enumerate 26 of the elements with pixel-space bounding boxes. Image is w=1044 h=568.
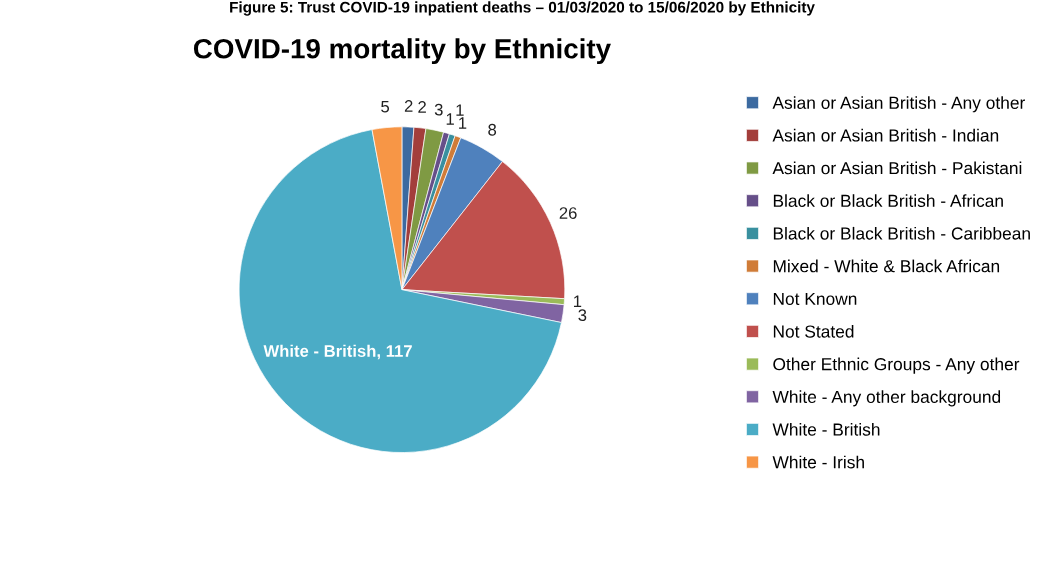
legend-label: White - British bbox=[772, 422, 880, 436]
legend-label: White - Irish bbox=[772, 455, 864, 469]
legend-label: White - Any other background bbox=[772, 390, 1001, 407]
legend-label: Mixed - White & Black African bbox=[773, 259, 1000, 273]
data-label: 5 bbox=[381, 100, 390, 113]
legend-label: Asian or Asian British - Pakistani bbox=[772, 161, 1022, 175]
legend-label: Not Stated bbox=[773, 324, 854, 338]
legend-label: Black or Black British - Caribbean bbox=[773, 226, 1030, 240]
legend-label: Black or Black British - African bbox=[773, 194, 1003, 207]
data-label: White - British, 117 bbox=[263, 344, 412, 360]
data-label: 2 bbox=[404, 100, 413, 112]
legend-label: Asian or Asian British - Any other bbox=[772, 96, 1026, 113]
chart-title: COVID-19 mortality by Ethnicity bbox=[193, 38, 611, 65]
data-label: 1 bbox=[459, 117, 467, 129]
legend-label: Not Known bbox=[773, 292, 857, 305]
legend-label: Asian or Asian British - Indian bbox=[772, 128, 999, 142]
caption: Figure 5: Trust COVID-19 inpatient deaths – 01/03/2020 to 15/06/2020 by Ethnicity bbox=[230, 1, 815, 16]
data-label: 2 bbox=[418, 101, 426, 113]
data-label: 3 bbox=[578, 309, 587, 322]
data-label: 1 bbox=[456, 104, 464, 116]
data-label: 3 bbox=[434, 103, 443, 116]
data-label: 1 bbox=[573, 295, 582, 307]
data-label: 26 bbox=[559, 207, 577, 219]
data-label: 1 bbox=[446, 113, 454, 125]
legend-label: Other Ethnic Groups - Any other bbox=[773, 357, 1020, 374]
data-label: 8 bbox=[488, 123, 497, 136]
